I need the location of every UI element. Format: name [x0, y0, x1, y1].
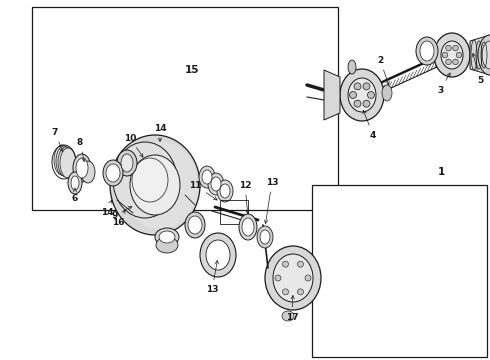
Text: 2: 2 [377, 55, 389, 85]
Text: 15: 15 [185, 65, 199, 75]
Ellipse shape [478, 35, 490, 75]
Circle shape [456, 52, 462, 58]
Ellipse shape [265, 246, 321, 310]
Circle shape [368, 91, 374, 99]
Circle shape [275, 275, 281, 281]
Ellipse shape [420, 41, 434, 61]
Text: 6: 6 [72, 188, 78, 202]
Ellipse shape [56, 146, 72, 176]
Circle shape [446, 59, 451, 65]
Polygon shape [324, 70, 340, 120]
Ellipse shape [188, 216, 202, 234]
Ellipse shape [416, 37, 438, 65]
Ellipse shape [110, 135, 200, 235]
Circle shape [453, 45, 458, 51]
Ellipse shape [121, 154, 133, 172]
Ellipse shape [156, 237, 178, 253]
Circle shape [297, 261, 303, 267]
Ellipse shape [340, 69, 384, 121]
Ellipse shape [482, 41, 490, 69]
Text: 10: 10 [124, 134, 143, 157]
Circle shape [453, 59, 458, 65]
Ellipse shape [60, 148, 76, 178]
Text: 13: 13 [206, 261, 219, 294]
Ellipse shape [73, 154, 91, 182]
Ellipse shape [103, 160, 123, 186]
Ellipse shape [217, 180, 233, 202]
Text: 4: 4 [363, 110, 376, 140]
Bar [312, 185, 487, 357]
Ellipse shape [81, 161, 95, 183]
Ellipse shape [348, 60, 356, 74]
Text: 7: 7 [52, 127, 63, 152]
Text: 8: 8 [77, 138, 85, 162]
Circle shape [305, 275, 311, 281]
Circle shape [283, 289, 289, 295]
Circle shape [446, 45, 451, 51]
Circle shape [363, 100, 370, 107]
Text: 9: 9 [112, 207, 132, 220]
Ellipse shape [71, 176, 79, 190]
Ellipse shape [434, 33, 470, 77]
Text: 3: 3 [437, 73, 450, 95]
Text: 11: 11 [189, 180, 217, 200]
Ellipse shape [155, 228, 179, 246]
Ellipse shape [68, 172, 82, 194]
Ellipse shape [58, 147, 74, 177]
Circle shape [283, 261, 289, 267]
Circle shape [354, 100, 361, 107]
Ellipse shape [257, 226, 273, 248]
Circle shape [442, 52, 448, 58]
Circle shape [363, 83, 370, 90]
Ellipse shape [200, 233, 236, 277]
Ellipse shape [122, 141, 198, 229]
Bar [32, 7, 338, 210]
Circle shape [349, 91, 357, 99]
Ellipse shape [242, 218, 254, 236]
Ellipse shape [211, 177, 221, 191]
Text: 14: 14 [154, 123, 166, 141]
Ellipse shape [113, 142, 177, 218]
Circle shape [297, 289, 303, 295]
Ellipse shape [273, 254, 313, 302]
Ellipse shape [117, 150, 137, 176]
Ellipse shape [206, 240, 230, 270]
Ellipse shape [348, 78, 376, 112]
Text: 13: 13 [265, 177, 278, 224]
Ellipse shape [76, 158, 88, 178]
Ellipse shape [54, 145, 70, 175]
Text: 5: 5 [472, 53, 483, 85]
Ellipse shape [282, 311, 294, 321]
Ellipse shape [260, 230, 270, 244]
Text: 1: 1 [438, 167, 444, 177]
Ellipse shape [441, 41, 463, 69]
Text: 16: 16 [112, 210, 125, 226]
Text: 17: 17 [286, 296, 298, 321]
Ellipse shape [106, 164, 120, 182]
Text: 14: 14 [100, 200, 113, 216]
Ellipse shape [220, 184, 230, 198]
Ellipse shape [132, 158, 168, 202]
Ellipse shape [202, 170, 212, 184]
Ellipse shape [382, 85, 392, 101]
Ellipse shape [159, 231, 175, 243]
Ellipse shape [239, 214, 257, 240]
Ellipse shape [130, 155, 180, 215]
Bar [220, 200, 248, 224]
Ellipse shape [199, 166, 215, 188]
Ellipse shape [208, 173, 224, 195]
Text: 12: 12 [239, 180, 251, 213]
Ellipse shape [185, 212, 205, 238]
Circle shape [354, 83, 361, 90]
Polygon shape [470, 35, 490, 75]
